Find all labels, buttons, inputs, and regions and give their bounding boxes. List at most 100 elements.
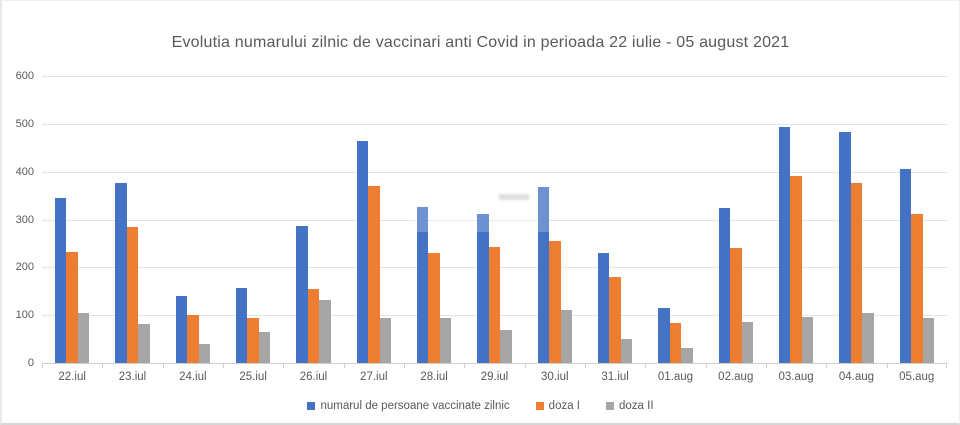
bar	[922, 318, 934, 363]
x-axis-tick	[886, 364, 888, 368]
bar-group	[404, 76, 464, 363]
bar	[138, 324, 150, 363]
bar	[66, 252, 78, 363]
x-axis-tick	[343, 364, 345, 368]
bar	[730, 248, 742, 363]
bar-group	[283, 76, 343, 363]
bar	[597, 252, 610, 363]
bar	[669, 322, 682, 363]
y-axis-label: 400	[15, 165, 34, 178]
bar	[247, 318, 259, 363]
legend-swatch-blue-icon	[307, 402, 316, 410]
bar	[379, 317, 392, 363]
bar	[560, 310, 573, 363]
bar-group	[42, 76, 102, 363]
bar	[741, 322, 754, 363]
bar	[718, 207, 731, 363]
gridline	[42, 171, 947, 173]
gridline	[42, 123, 947, 125]
bar-group	[525, 76, 585, 363]
bar-group	[585, 76, 645, 363]
bar	[477, 213, 489, 363]
bar	[801, 317, 814, 363]
chart-title: Evolutia numarului zilnic de vaccinari a…	[171, 34, 790, 51]
x-axis-tick	[705, 364, 707, 368]
bar-group	[887, 76, 947, 363]
y-axis-label: 100	[15, 309, 34, 322]
bar	[620, 338, 633, 363]
bar	[537, 187, 550, 363]
bar	[488, 247, 501, 363]
bar	[54, 197, 67, 363]
bar	[428, 252, 440, 363]
y-axis-label: 300	[15, 213, 34, 226]
x-axis-label: 04.aug	[838, 371, 875, 383]
bar-group	[344, 76, 404, 363]
x-axis-labels: 22.iul 23.iul 24.iul 25.iul 26.iul 27.iul 28.i…	[42, 371, 947, 383]
x-axis-tick	[524, 364, 526, 368]
x-axis-label: 24.iul	[179, 371, 207, 383]
bar-group	[163, 76, 223, 363]
x-axis-tick	[283, 364, 285, 368]
x-axis-label: 05.aug	[899, 371, 935, 383]
x-axis-label: 02.aug	[718, 371, 754, 383]
x-axis-label: 01.aug	[657, 371, 694, 383]
bar	[307, 288, 320, 363]
bar-group	[826, 76, 886, 363]
bar-group	[223, 76, 283, 363]
x-axis-tick	[766, 364, 767, 368]
bar	[911, 214, 923, 363]
x-axis-tick	[464, 364, 466, 368]
gridline	[42, 219, 947, 221]
bar	[899, 168, 911, 363]
bar	[862, 312, 874, 363]
bar	[187, 314, 199, 363]
x-axis-tick	[645, 364, 647, 368]
bar	[439, 317, 452, 363]
bar	[115, 182, 127, 363]
bar	[296, 226, 308, 363]
bar	[500, 329, 512, 363]
bar	[681, 347, 693, 363]
bar-groups	[42, 76, 947, 363]
x-axis-tick	[223, 364, 224, 368]
x-axis-label: 03.aug	[778, 371, 814, 383]
bar	[416, 207, 429, 363]
x-axis-label: 22.iul	[58, 371, 86, 383]
bar-group	[706, 76, 766, 363]
x-axis-label: 30.iul	[541, 371, 569, 383]
gridline	[42, 76, 947, 77]
bar	[198, 343, 211, 363]
bar	[778, 127, 791, 363]
bar-group	[102, 76, 162, 363]
y-axis-label: 600	[15, 70, 34, 82]
x-axis-tick	[946, 364, 947, 368]
bar	[258, 331, 271, 363]
bar	[790, 175, 802, 363]
bar-group	[766, 76, 826, 363]
bar	[609, 277, 621, 363]
plot-area: 0 100 200 300 400 500 600 22.iul 23.iul 24.iul 25…	[16, 70, 947, 383]
bar	[175, 295, 188, 363]
bar	[126, 226, 139, 363]
legend-item-doza-2: doza II	[606, 400, 654, 412]
x-axis-label: 27.iul	[360, 371, 388, 383]
bar	[235, 288, 248, 363]
legend-swatch-orange-icon	[535, 402, 544, 410]
legend-label: doza I	[548, 400, 580, 412]
x-axis-label: 23.iul	[118, 371, 147, 383]
x-axis-tick	[162, 364, 164, 368]
x-axis-tick	[102, 364, 104, 368]
bar	[850, 182, 863, 363]
bar	[839, 131, 851, 363]
x-axis-tick	[42, 364, 43, 368]
x-axis-tick	[826, 364, 828, 368]
bar-group	[464, 76, 524, 363]
x-axis-tick	[404, 364, 405, 368]
y-axis-label: 200	[15, 261, 34, 274]
legend-item-daily-vaccinated: numarul de persoane vaccinate zilnic	[307, 400, 510, 412]
x-axis-label: 26.iul	[299, 371, 328, 383]
bar	[658, 308, 670, 363]
x-axis-label: 28.iul	[420, 371, 448, 383]
